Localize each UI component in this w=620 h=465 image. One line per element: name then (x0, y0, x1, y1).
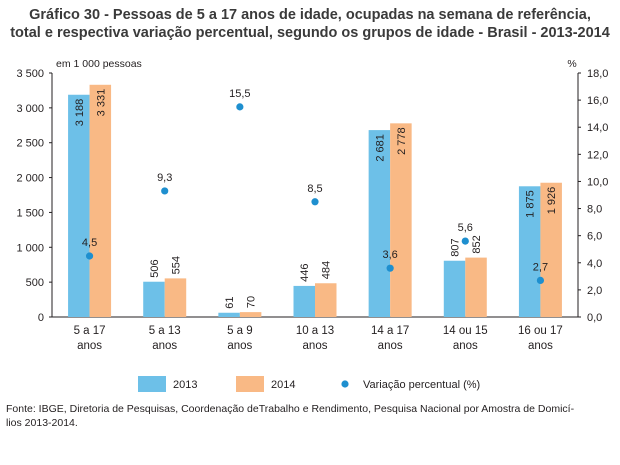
bar-value-label: 852 (471, 235, 483, 253)
variation-point (236, 103, 244, 111)
category-label: 14 ou 15 (443, 325, 488, 337)
chart-title-line2: total e respectiva variação percentual, … (10, 25, 610, 41)
variation-label: 5,6 (458, 222, 473, 234)
bar-2013 (143, 281, 165, 317)
right-tick-label: 0,0 (587, 312, 602, 324)
category-label-sub: anos (227, 340, 252, 352)
bar-value-label: 446 (299, 264, 311, 282)
bar-2014 (465, 257, 487, 317)
bar-value-label: 807 (450, 238, 462, 256)
category-label-sub: anos (528, 340, 553, 352)
bar-value-label: 2 681 (374, 134, 386, 162)
right-tick-label: 16,0 (587, 95, 608, 107)
legend-label-variation: Variação percentual (%) (363, 379, 480, 391)
variation-point (461, 237, 469, 245)
bar-2014 (164, 278, 187, 317)
legend-marker-variation (341, 380, 349, 388)
bar-value-label: 1 926 (546, 187, 558, 215)
category-label-sub: anos (152, 340, 177, 352)
chart-title: Gráfico 30 - Pessoas de 5 a 17 anos de i… (0, 6, 620, 42)
category-label-sub: anos (453, 340, 478, 352)
category-label: 14 a 17 (371, 325, 409, 337)
bar-2014 (89, 84, 112, 318)
legend-swatch-2014 (236, 376, 264, 392)
right-tick-label: 14,0 (587, 122, 608, 134)
left-tick-label: 500 (26, 277, 44, 289)
bar-value-label: 3 331 (95, 89, 107, 117)
right-tick-label: 10,0 (587, 176, 608, 188)
bar-2013 (518, 186, 541, 317)
bar-value-label: 2 778 (396, 127, 408, 155)
bar-2013 (218, 312, 240, 317)
left-tick-label: 2 000 (16, 173, 44, 185)
right-tick-label: 2,0 (587, 285, 602, 297)
left-tick-label: 3 500 (16, 68, 44, 80)
source-note-line1: Fonte: IBGE, Diretoria de Pesquisas, Coo… (6, 403, 575, 415)
bar-2014 (315, 283, 337, 317)
chart-title-line1: Gráfico 30 - Pessoas de 5 a 17 anos de i… (29, 7, 591, 23)
variation-label: 4,5 (82, 237, 97, 249)
bar-value-label: 3 188 (74, 99, 86, 127)
left-tick-label: 2 500 (16, 138, 44, 150)
right-axis-label: % (567, 58, 576, 70)
legend-label-2013: 2013 (173, 379, 197, 391)
bar-2014 (239, 312, 262, 317)
category-label: 5 a 17 (74, 325, 106, 337)
variation-point (311, 198, 319, 206)
variation-label: 2,7 (533, 261, 548, 273)
left-tick-label: 0 (38, 312, 44, 324)
legend-label-2014: 2014 (271, 379, 295, 391)
category-label-sub: anos (303, 340, 328, 352)
bar-value-label: 70 (246, 296, 258, 308)
left-axis-label: em 1 000 pessoas (56, 58, 142, 70)
bar-value-label: 484 (321, 261, 333, 279)
variation-point (85, 252, 94, 260)
bar-2013 (368, 130, 391, 317)
variation-point (161, 187, 169, 195)
variation-label: 8,5 (307, 183, 322, 195)
variation-label: 9,3 (157, 172, 172, 184)
right-tick-label: 18,0 (587, 68, 608, 80)
bar-value-label: 61 (224, 296, 236, 308)
bar-2014 (390, 123, 412, 318)
left-tick-label: 1 500 (16, 207, 44, 219)
category-label: 16 ou 17 (518, 325, 563, 337)
right-tick-label: 4,0 (587, 258, 602, 270)
category-label: 5 a 13 (149, 325, 181, 337)
right-tick-label: 8,0 (587, 204, 602, 216)
bar-2013 (293, 285, 315, 317)
bar-2013 (68, 94, 90, 317)
variation-label: 3,6 (382, 249, 397, 261)
variation-label: 15,5 (229, 88, 250, 100)
bar-2014 (540, 182, 562, 317)
bar-value-label: 554 (170, 256, 182, 274)
source-note-line2: lios 2013-2014. (6, 417, 78, 429)
left-tick-label: 1 000 (16, 242, 44, 254)
legend-swatch-2013 (138, 376, 166, 392)
left-tick-label: 3 000 (16, 103, 44, 115)
category-label: 5 a 9 (227, 325, 253, 337)
bar-value-label: 1 875 (525, 190, 537, 218)
category-label: 10 a 13 (296, 325, 334, 337)
source-note: Fonte: IBGE, Diretoria de Pesquisas, Coo… (6, 402, 616, 430)
category-label-sub: anos (77, 340, 102, 352)
variation-point (536, 276, 545, 284)
bar-value-label: 506 (149, 259, 161, 277)
bar-2013 (443, 260, 466, 317)
category-label-sub: anos (378, 340, 403, 352)
variation-point (386, 264, 394, 272)
right-tick-label: 12,0 (587, 149, 608, 161)
right-tick-label: 6,0 (587, 231, 602, 243)
